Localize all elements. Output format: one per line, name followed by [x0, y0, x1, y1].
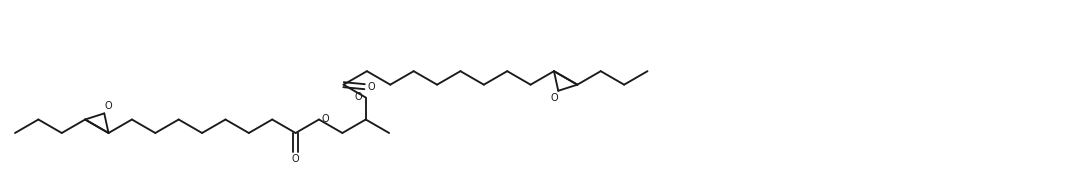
- Text: O: O: [367, 82, 375, 92]
- Text: O: O: [322, 114, 329, 124]
- Text: O: O: [105, 101, 112, 111]
- Text: O: O: [292, 154, 300, 164]
- Text: O: O: [550, 93, 558, 103]
- Text: O: O: [355, 93, 363, 103]
